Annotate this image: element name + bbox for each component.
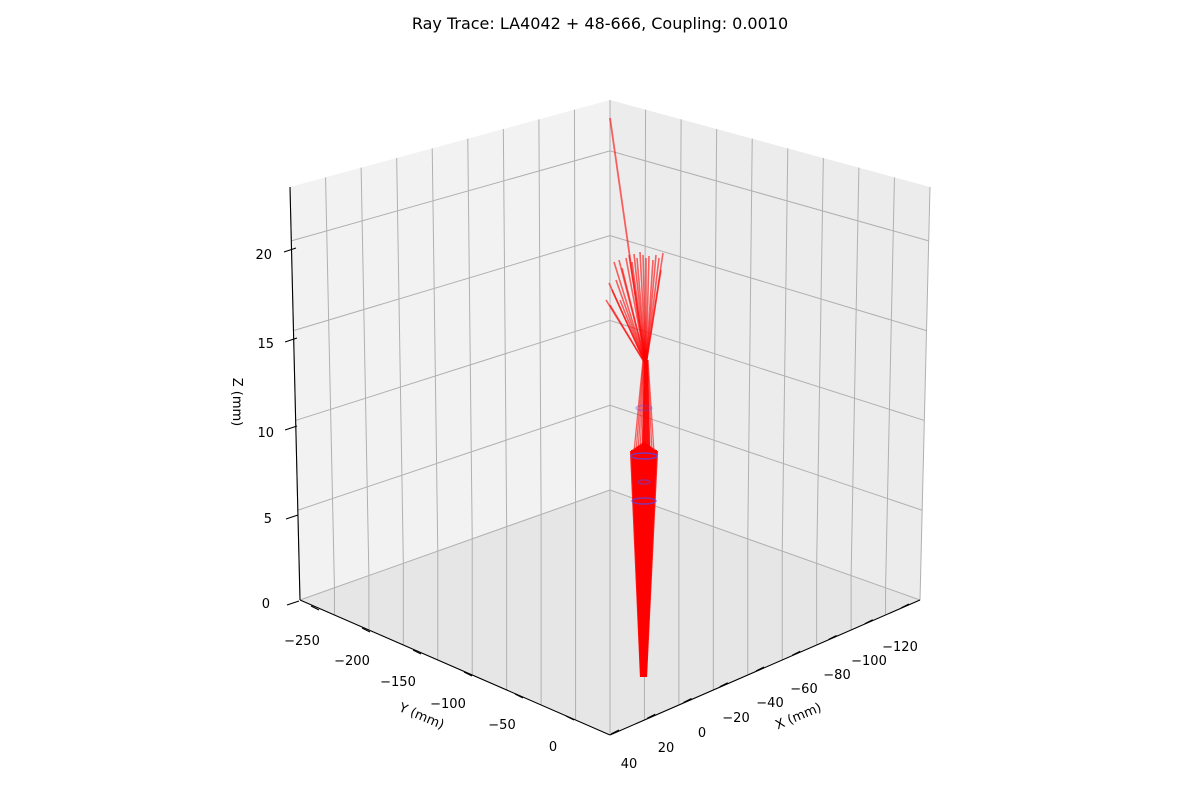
- z-axis-ticks: 0 5 10 15 20: [255, 248, 274, 612]
- grid-x-vertical-8: [885, 177, 895, 588]
- ray-fan-21: [609, 304, 647, 366]
- x-tick-m100: −100: [851, 654, 887, 669]
- y-tick-0: 0: [549, 740, 557, 755]
- grid-y-vertical-7: [538, 119, 542, 515]
- x-tick-mark-0: [610, 729, 620, 735]
- x-tick-40: 40: [621, 757, 638, 772]
- ray-fan-3: [613, 261, 647, 366]
- y-tick-mark-0: [565, 715, 575, 721]
- pane-left: [290, 100, 610, 600]
- z-tick-15: 15: [257, 337, 274, 352]
- x-tick-mark-1: [647, 713, 656, 719]
- x-tick-mark-5: [792, 650, 801, 656]
- grid-lines: [289, 100, 931, 735]
- lens-surfaces: [630, 404, 658, 505]
- z-tick-20: 20: [255, 248, 272, 263]
- chart-title: Ray Trace: LA4042 + 48-666, Coupling: 0.…: [412, 14, 788, 33]
- grid-z-right-0: [609, 489, 921, 601]
- z-tick-mark-3: [284, 337, 298, 343]
- grid-z-right-4: [609, 150, 929, 242]
- y-tick-m150: −150: [380, 675, 416, 690]
- x-tick-m20: −20: [722, 711, 749, 726]
- grid-z-right-2: [609, 319, 925, 421]
- lens-surface-3: [631, 497, 657, 505]
- ray-waist-1: [635, 359, 645, 453]
- axes-panes: [290, 100, 930, 735]
- ray-fan-22: [619, 299, 647, 366]
- z-tick-10: 10: [257, 426, 274, 441]
- y-tick-mark-4: [361, 627, 371, 633]
- z-tick-mark-0: [286, 600, 300, 606]
- z-axis-line: [289, 186, 301, 601]
- x-tick-mark-3: [719, 682, 728, 688]
- z-tick-0: 0: [262, 597, 270, 612]
- ray-lower-core: [631, 450, 657, 677]
- grid-x-vertical-9: [919, 186, 931, 601]
- x-tick-m40: −40: [756, 696, 783, 711]
- grid-x-vertical-3: [712, 128, 718, 527]
- axis-lines: [283, 186, 921, 736]
- ray-long: [609, 117, 647, 371]
- ray-waist-10: [647, 359, 655, 453]
- y-tick-m200: −200: [334, 654, 370, 669]
- grid-z-left-1: [297, 404, 611, 511]
- ray-lower-22: [644, 450, 659, 678]
- y-tick-mark-3: [412, 649, 422, 655]
- lens-surface-1: [630, 452, 658, 460]
- grid-x-vertical-4: [747, 138, 753, 539]
- lens-surface-0: [635, 404, 653, 412]
- grid-y-vertical-1: [325, 177, 335, 588]
- y-tick-m100: −100: [430, 697, 466, 712]
- y-tick-mark-5: [310, 605, 320, 611]
- lens-surface-2: [637, 479, 651, 485]
- grid-y-vertical-8: [573, 109, 577, 503]
- grid-z-left-3: [293, 235, 611, 332]
- y-tick-m250: −250: [284, 634, 320, 649]
- ray-fan-5: [621, 267, 647, 366]
- ray-waist-core: [642, 360, 650, 450]
- y-tick-m50: −50: [488, 718, 515, 733]
- grid-y-vertical-3: [396, 157, 404, 564]
- grid-y-vertical-2: [360, 167, 370, 576]
- y-tick-mark-1: [514, 693, 524, 699]
- grid-z-left-2: [295, 319, 611, 421]
- grid-x-vertical-5: [781, 148, 789, 552]
- y-axis-ticks: 0 −50 −100 −150 −200 −250: [284, 634, 557, 755]
- grid-y-vertical-6: [502, 128, 508, 527]
- x-tick-mark-4: [755, 666, 765, 672]
- x-tick-mark-2: [683, 698, 692, 703]
- x-tick-mark-8: [900, 603, 910, 609]
- x-tick-m80: −80: [823, 668, 850, 683]
- z-tick-mark-4: [283, 247, 297, 253]
- x-tick-m120: −120: [882, 640, 918, 655]
- z-tick-5: 5: [264, 512, 272, 527]
- pane-right: [610, 100, 930, 600]
- grid-y-vertical-4: [431, 148, 439, 552]
- grid-x-vertical-2: [678, 119, 682, 515]
- y-tick-mark-2: [463, 671, 473, 677]
- ray-waist-2: [637, 359, 645, 453]
- x-tick-20: 20: [658, 741, 675, 756]
- grid-x-vertical-7: [850, 167, 860, 576]
- x-tick-0: 0: [698, 726, 706, 741]
- grid-y-vertical-5: [467, 138, 473, 539]
- x-tick-mark-7: [864, 619, 873, 625]
- grid-z-right-3: [609, 235, 927, 332]
- x-tick-m60: −60: [790, 682, 817, 697]
- y-axis-line: [299, 599, 611, 736]
- grid-z-left-0: [299, 489, 611, 601]
- ray-waist-0: [633, 359, 644, 453]
- z-axis-label: Z (mm): [229, 378, 244, 427]
- grid-x-vertical-6: [816, 157, 824, 564]
- grid-z-right-1: [609, 404, 923, 511]
- x-tick-mark-6: [828, 635, 837, 640]
- z-tick-mark-2: [284, 425, 298, 431]
- z-tick-mark-1: [285, 514, 299, 520]
- ray-fan-19: [645, 269, 662, 366]
- grid-z-left-4: [291, 150, 611, 242]
- x-axis-ticks: 40 20 0 −20 −40 −60 −80 −100 −120: [621, 640, 918, 772]
